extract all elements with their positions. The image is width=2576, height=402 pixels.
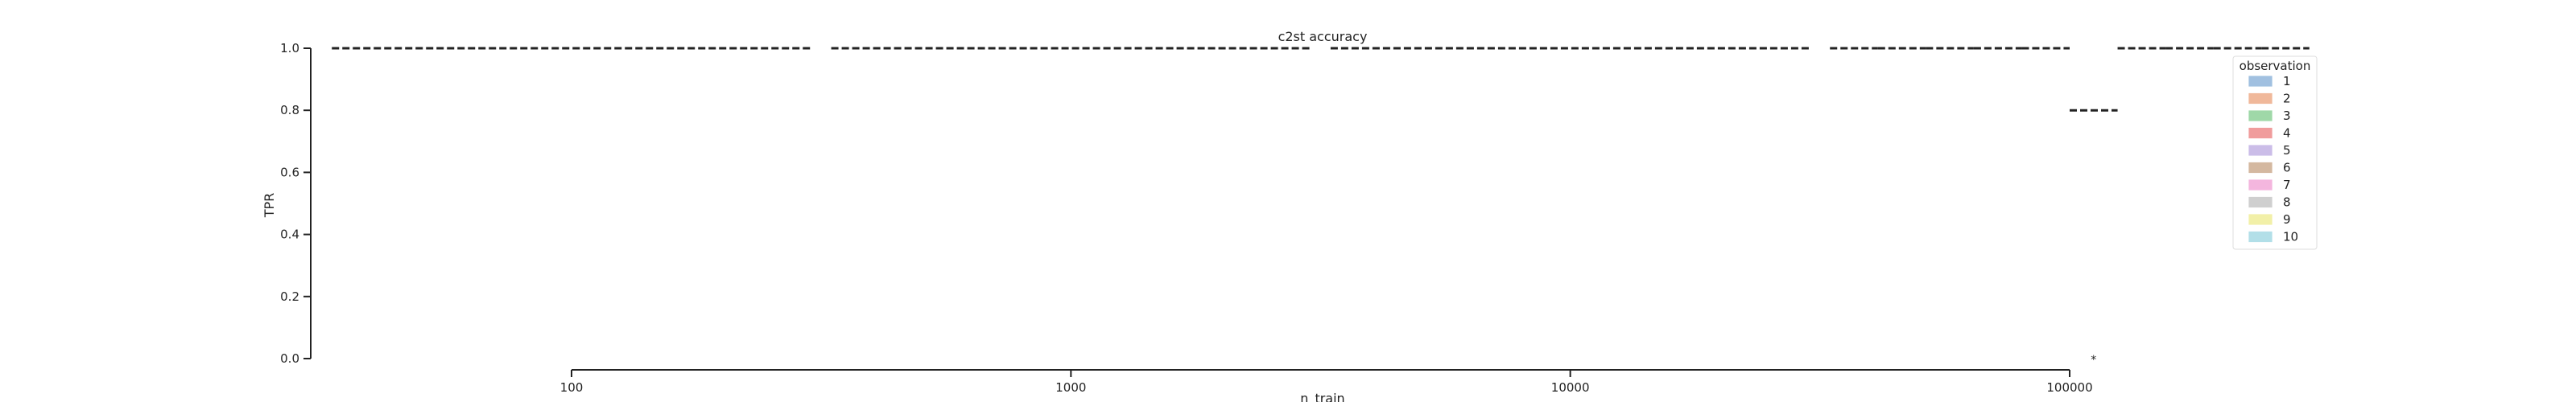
legend-label: 5: [2283, 143, 2291, 158]
legend-label: 9: [2283, 212, 2291, 227]
y-tick-label: 0.6: [280, 165, 299, 179]
legend-swatch: [2248, 196, 2273, 208]
legend-label: 3: [2283, 109, 2291, 123]
legend-swatch: [2248, 162, 2273, 174]
legend-label: 7: [2283, 178, 2291, 192]
legend: observation 1 2 3 4 5 6 7 8 9 10: [2232, 55, 2318, 250]
outlier-marker: *: [2091, 354, 2096, 367]
box-medians: [332, 47, 2310, 112]
x-axis: 100 1000 10000 100000: [560, 369, 2093, 395]
legend-swatch: [2248, 110, 2273, 121]
chart-title: c2st accuracy: [1278, 29, 1368, 44]
x-tick-label: 10000: [1551, 380, 1590, 395]
legend-label: 2: [2283, 92, 2291, 106]
legend-label: 6: [2283, 161, 2291, 175]
legend-swatch: [2248, 179, 2273, 191]
x-tick-label: 100: [560, 380, 584, 395]
x-tick-label: 100000: [2046, 380, 2092, 395]
legend-label: 1: [2283, 74, 2291, 88]
legend-label: 4: [2283, 126, 2291, 141]
x-axis-label: n_train: [1300, 391, 1344, 402]
y-tick-label: 0.8: [280, 103, 299, 117]
y-axis-label: TPR: [262, 193, 277, 219]
legend-swatch: [2248, 214, 2273, 225]
y-tick-label: 0.4: [280, 228, 299, 242]
y-tick-label: 1.0: [280, 41, 299, 55]
legend-swatch: [2248, 145, 2273, 156]
legend-label: 10: [2283, 230, 2298, 244]
legend-swatch: [2248, 92, 2273, 105]
legend-label: 8: [2283, 195, 2291, 210]
legend-frame: [2232, 55, 2318, 250]
outlier-markers: *: [2091, 354, 2096, 367]
legend-swatch: [2248, 76, 2273, 87]
y-axis: 0.0 0.2 0.4 0.6 0.8 1.0: [280, 41, 312, 366]
legend-swatch: [2248, 231, 2273, 243]
x-tick-label: 1000: [1055, 380, 1086, 395]
y-tick-label: 0.0: [280, 351, 299, 366]
legend-title: observation: [2240, 59, 2311, 73]
legend-swatch: [2248, 127, 2273, 139]
y-tick-label: 0.2: [280, 289, 299, 304]
